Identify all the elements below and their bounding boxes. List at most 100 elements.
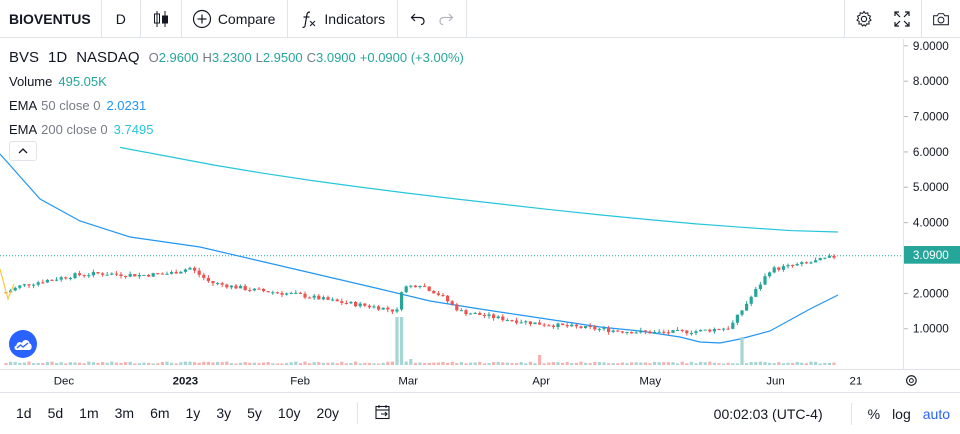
candle <box>634 331 638 334</box>
volume-bar <box>156 363 160 365</box>
candle <box>459 308 463 312</box>
candle <box>809 261 813 265</box>
candle <box>519 319 523 324</box>
volume-bar <box>469 362 473 365</box>
range-selector: 1d 5d 1m 3m 6m 1y 3y 5y 10y 20y <box>0 405 347 421</box>
range-1m-button[interactable]: 1m <box>79 405 99 421</box>
candle <box>216 281 220 286</box>
volume-bar <box>501 362 505 365</box>
candle <box>266 291 270 293</box>
volume-bar <box>41 363 45 365</box>
candle <box>32 283 36 289</box>
axis-settings-icon[interactable] <box>906 375 917 386</box>
candle <box>680 329 684 333</box>
volume-bar <box>758 361 762 365</box>
candle <box>183 268 187 274</box>
candle <box>96 271 100 275</box>
settings-button[interactable] <box>845 0 883 38</box>
volume-bar <box>294 361 298 365</box>
volume-bar <box>372 363 376 365</box>
divider <box>397 0 399 38</box>
range-3m-button[interactable]: 3m <box>114 405 135 421</box>
volume-bar <box>206 361 210 365</box>
candle <box>377 305 381 311</box>
candle <box>413 284 417 288</box>
candle <box>101 272 105 277</box>
volume-bar <box>708 361 712 365</box>
indicators-button[interactable]: Indicators <box>288 0 397 38</box>
date-range-button[interactable] <box>368 404 398 423</box>
price-chart[interactable] <box>0 39 903 369</box>
candle <box>303 291 307 300</box>
candle <box>381 307 385 310</box>
timezone-clock[interactable]: 00:02:03 (UTC-4) <box>713 405 823 422</box>
range-1d-button[interactable]: 1d <box>16 405 32 421</box>
volume-bar <box>492 362 496 365</box>
compare-button[interactable]: Compare <box>182 0 288 38</box>
legend-ema200-row[interactable]: EMA 200 close 0 3.7495 <box>9 117 468 141</box>
legend-volume-row[interactable]: Volume 495.05K <box>9 69 468 93</box>
undo-button[interactable] <box>398 0 432 38</box>
volume-bar <box>239 362 243 365</box>
divider <box>357 402 359 424</box>
volume-bar <box>252 362 256 365</box>
price-tick-label: 1.0000 <box>913 323 949 336</box>
volume-bar <box>59 362 63 365</box>
drawing-line <box>0 268 15 301</box>
range-20y-button[interactable]: 20y <box>316 405 340 421</box>
candle <box>827 253 831 259</box>
symbol-search-button[interactable]: BIOVENTUS <box>9 10 91 27</box>
candle <box>321 295 325 301</box>
open-value: 2.9600 <box>158 49 199 65</box>
volume-bar <box>124 362 128 365</box>
candle <box>795 262 799 266</box>
log-scale-toggle[interactable]: log <box>892 405 911 422</box>
percent-scale-toggle[interactable]: % <box>867 405 881 422</box>
candle <box>487 312 491 319</box>
legend-collapse-button[interactable] <box>9 141 37 161</box>
range-6m-button[interactable]: 6m <box>150 405 170 421</box>
volume-bar <box>64 363 68 365</box>
redo-button[interactable] <box>432 0 466 38</box>
volume-bar <box>367 363 371 365</box>
range-5y-button[interactable]: 5y <box>247 405 262 421</box>
candle <box>620 330 624 334</box>
volume-bar <box>699 361 703 365</box>
volume-bar <box>50 361 54 365</box>
open-label: O <box>148 49 159 65</box>
volume-bar <box>717 363 721 365</box>
compare-label: Compare <box>217 10 276 27</box>
chart-type-button[interactable] <box>141 0 181 38</box>
interval-button[interactable]: D <box>115 10 126 27</box>
auto-scale-toggle[interactable]: auto <box>922 405 950 422</box>
price-axis[interactable]: 9.0000 8.0000 7.0000 6.0000 5.0000 4.0000 2.00… <box>903 39 960 369</box>
legend-symbol[interactable]: BVS <box>9 48 40 66</box>
volume-bar <box>298 363 302 365</box>
fullscreen-icon <box>894 11 910 27</box>
candle <box>239 284 243 289</box>
candle <box>492 313 496 321</box>
candle <box>294 290 298 295</box>
fullscreen-button[interactable] <box>883 0 921 38</box>
gear-icon <box>856 10 872 27</box>
range-10y-button[interactable]: 10y <box>277 405 301 421</box>
candle <box>726 325 730 330</box>
snapshot-button[interactable] <box>922 0 960 38</box>
volume-bar <box>133 363 137 365</box>
volume-bar <box>574 362 578 365</box>
time-axis[interactable]: Dec 2023 Feb Mar Apr May Jun 21 <box>0 369 960 392</box>
candle <box>68 276 72 281</box>
volume-bar <box>349 363 353 365</box>
range-5d-button[interactable]: 5d <box>47 405 64 421</box>
candle <box>386 305 390 313</box>
legend-ema50-row[interactable]: EMA 50 close 0 2.0231 <box>9 93 468 117</box>
volume-bar <box>689 361 693 365</box>
range-3y-button[interactable]: 3y <box>216 405 232 421</box>
range-1y-button[interactable]: 1y <box>185 405 201 421</box>
divider <box>844 0 845 38</box>
tradingview-logo[interactable] <box>9 330 37 358</box>
candle <box>289 291 293 295</box>
volume-bar <box>409 359 413 365</box>
candle <box>689 330 693 336</box>
candle <box>151 272 155 278</box>
